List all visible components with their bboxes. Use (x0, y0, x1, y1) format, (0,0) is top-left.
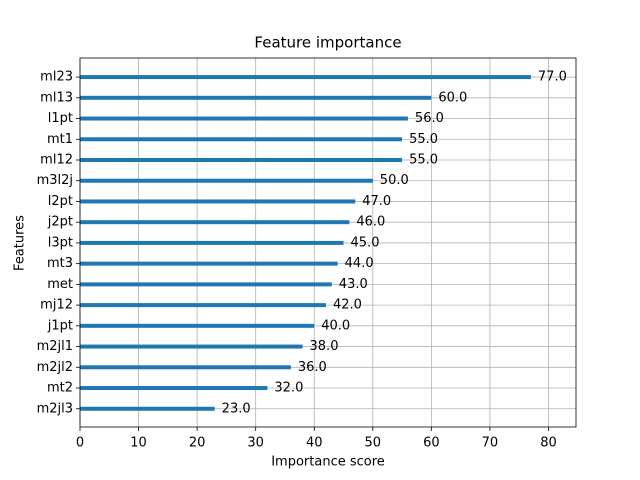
bar (80, 240, 344, 245)
bar (80, 199, 356, 204)
value-label: 36.0 (298, 360, 327, 375)
y-tick-label: m3l2j (37, 173, 73, 188)
y-tick-label: j2pt (47, 215, 73, 230)
bar (80, 220, 350, 225)
value-label: 23.0 (222, 401, 251, 416)
y-tick-label: ml12 (40, 152, 73, 167)
y-tick-label: ml23 (40, 70, 73, 85)
value-label: 46.0 (356, 215, 385, 230)
value-label: 38.0 (310, 339, 339, 354)
x-tick-label: 70 (482, 436, 499, 451)
bar (80, 303, 326, 308)
bar (80, 157, 403, 162)
x-tick-label: 60 (423, 436, 440, 451)
bar (80, 386, 268, 391)
value-label: 42.0 (333, 298, 362, 313)
bar (80, 365, 291, 370)
value-label: 77.0 (538, 70, 567, 85)
bar (80, 406, 215, 411)
x-tick-label: 30 (247, 436, 264, 451)
x-axis-label: Importance score (271, 455, 385, 470)
bar (80, 323, 315, 328)
x-tick-label: 10 (130, 436, 147, 451)
bar (80, 261, 338, 266)
y-axis-label: Features (13, 215, 28, 271)
value-label: 45.0 (351, 235, 380, 250)
axes-frame (79, 57, 577, 428)
bar (80, 116, 408, 121)
bar (80, 95, 432, 100)
x-tick-label: 20 (189, 436, 206, 451)
y-tick-label: ml13 (40, 90, 73, 105)
value-label: 60.0 (438, 90, 467, 105)
value-label: 56.0 (415, 111, 444, 126)
y-tick-label: mt3 (47, 256, 73, 271)
value-label: 47.0 (362, 194, 391, 209)
bar (80, 75, 531, 80)
chart-title: Feature importance (254, 34, 401, 52)
y-tick-label: j1pt (47, 318, 73, 333)
value-label: 40.0 (321, 318, 350, 333)
y-tick-label: l3pt (48, 235, 73, 250)
value-label: 44.0 (345, 256, 374, 271)
value-label: 55.0 (409, 152, 438, 167)
x-tick-label: 0 (76, 436, 84, 451)
bar (80, 282, 332, 287)
value-label: 55.0 (409, 132, 438, 147)
y-tick-label: mt1 (47, 132, 73, 147)
y-tick-label: m2jl1 (37, 339, 73, 354)
y-tick-label: mj12 (40, 298, 73, 313)
x-tick-label: 80 (540, 436, 557, 451)
x-tick-label: 40 (306, 436, 323, 451)
y-tick-label: l2pt (48, 194, 73, 209)
y-tick-label: l1pt (48, 111, 73, 126)
y-tick-label: m2jl3 (37, 401, 73, 416)
value-label: 43.0 (339, 277, 368, 292)
x-tick-label: 50 (365, 436, 382, 451)
value-label: 32.0 (274, 381, 303, 396)
bar (80, 344, 303, 349)
bar (80, 137, 403, 142)
y-tick-label: m2jl2 (37, 360, 73, 375)
value-label: 50.0 (380, 173, 409, 188)
y-tick-label: met (47, 277, 73, 292)
bar (80, 178, 373, 183)
y-tick-label: mt2 (47, 381, 73, 396)
